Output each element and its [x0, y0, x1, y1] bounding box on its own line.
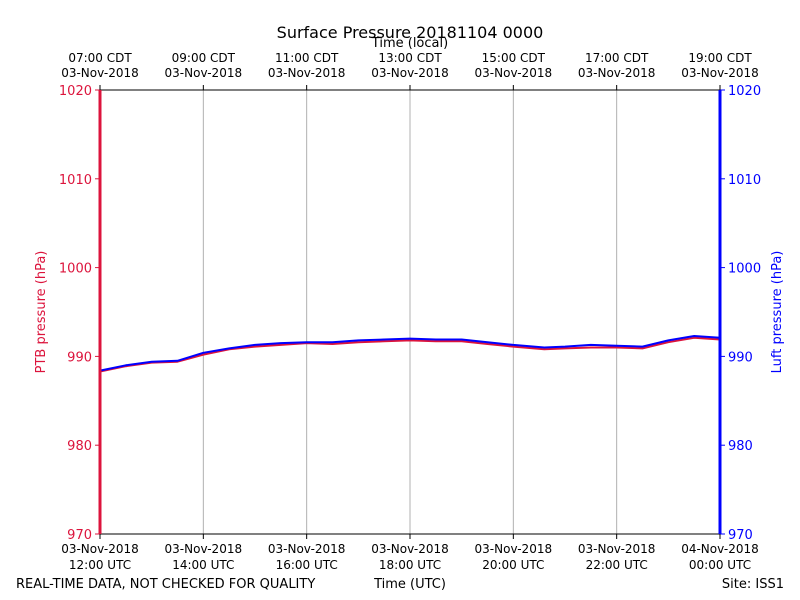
left-y-tick-label: 1000	[59, 262, 92, 277]
bottom-x-tick-time: 16:00 UTC	[276, 558, 338, 572]
bottom-x-tick-date: 03-Nov-2018	[371, 542, 449, 556]
top-x-tick-date: 03-Nov-2018	[165, 66, 243, 80]
top-x-tick-time: 17:00 CDT	[585, 51, 649, 65]
series-layer	[99, 335, 721, 373]
top-x-tick-time: 19:00 CDT	[688, 51, 752, 65]
left-y-tick-label: 970	[67, 528, 92, 543]
bottom-x-tick-time: 20:00 UTC	[482, 558, 544, 572]
bottom-x-ticks: 03-Nov-2018 12:00 UTC 03-Nov-2018 14:00 UTC…	[61, 534, 759, 572]
quality-disclaimer: REAL-TIME DATA, NOT CHECKED FOR QUALITY	[16, 577, 315, 592]
top-x-tick-date: 03-Nov-2018	[475, 66, 553, 80]
left-y-axis-label: PTB pressure (hPa)	[34, 251, 49, 374]
site-label: Site: ISS1	[722, 577, 784, 592]
top-x-tick-date: 03-Nov-2018	[578, 66, 656, 80]
right-y-tick-label: 990	[728, 350, 753, 365]
chart-title: Surface Pressure 20181104 0000	[277, 23, 544, 42]
series-line-ptb-pressure	[99, 336, 721, 373]
top-x-tick-time: 13:00 CDT	[378, 51, 442, 65]
bottom-x-tick-time: 12:00 UTC	[69, 558, 131, 572]
right-y-tick-label: 1020	[728, 84, 761, 99]
bottom-x-tick-date: 03-Nov-2018	[268, 542, 346, 556]
bottom-axis-label: Time (UTC)	[373, 577, 446, 592]
bottom-x-tick-date: 03-Nov-2018	[61, 542, 139, 556]
top-x-tick-time: 07:00 CDT	[68, 51, 132, 65]
grid-lines	[202, 90, 618, 534]
bottom-x-tick-date: 04-Nov-2018	[681, 542, 759, 556]
top-x-tick-date: 03-Nov-2018	[61, 66, 139, 80]
left-y-tick-label: 1010	[59, 173, 92, 188]
bottom-x-tick-time: 00:00 UTC	[689, 558, 751, 572]
right-y-tick-label: 970	[728, 528, 753, 543]
right-y-ticks: 970 980 990 1000 1010 1020	[720, 84, 761, 543]
bottom-x-tick-time: 14:00 UTC	[172, 558, 234, 572]
right-y-tick-label: 1010	[728, 173, 761, 188]
left-y-tick-label: 990	[67, 350, 92, 365]
right-y-tick-label: 1000	[728, 262, 761, 277]
bottom-x-tick-date: 03-Nov-2018	[165, 542, 243, 556]
bottom-x-tick-time: 22:00 UTC	[586, 558, 648, 572]
top-x-tick-date: 03-Nov-2018	[268, 66, 346, 80]
left-y-tick-label: 1020	[59, 84, 92, 99]
right-y-axis-label: Luft pressure (hPa)	[770, 251, 785, 374]
left-y-tick-label: 980	[67, 439, 92, 454]
top-x-tick-time: 15:00 CDT	[482, 51, 546, 65]
series-line-luft-pressure	[99, 335, 721, 372]
bottom-x-tick-date: 03-Nov-2018	[578, 542, 656, 556]
left-y-ticks: 970 980 990 1000 1010 1020	[59, 84, 100, 543]
top-x-tick-date: 03-Nov-2018	[371, 66, 449, 80]
right-y-tick-label: 980	[728, 439, 753, 454]
top-x-tick-date: 03-Nov-2018	[681, 66, 759, 80]
top-x-tick-time: 09:00 CDT	[172, 51, 236, 65]
bottom-x-tick-date: 03-Nov-2018	[475, 542, 553, 556]
bottom-x-tick-time: 18:00 UTC	[379, 558, 441, 572]
top-x-tick-time: 11:00 CDT	[275, 51, 339, 65]
top-axis-label: Time (local)	[371, 36, 448, 51]
